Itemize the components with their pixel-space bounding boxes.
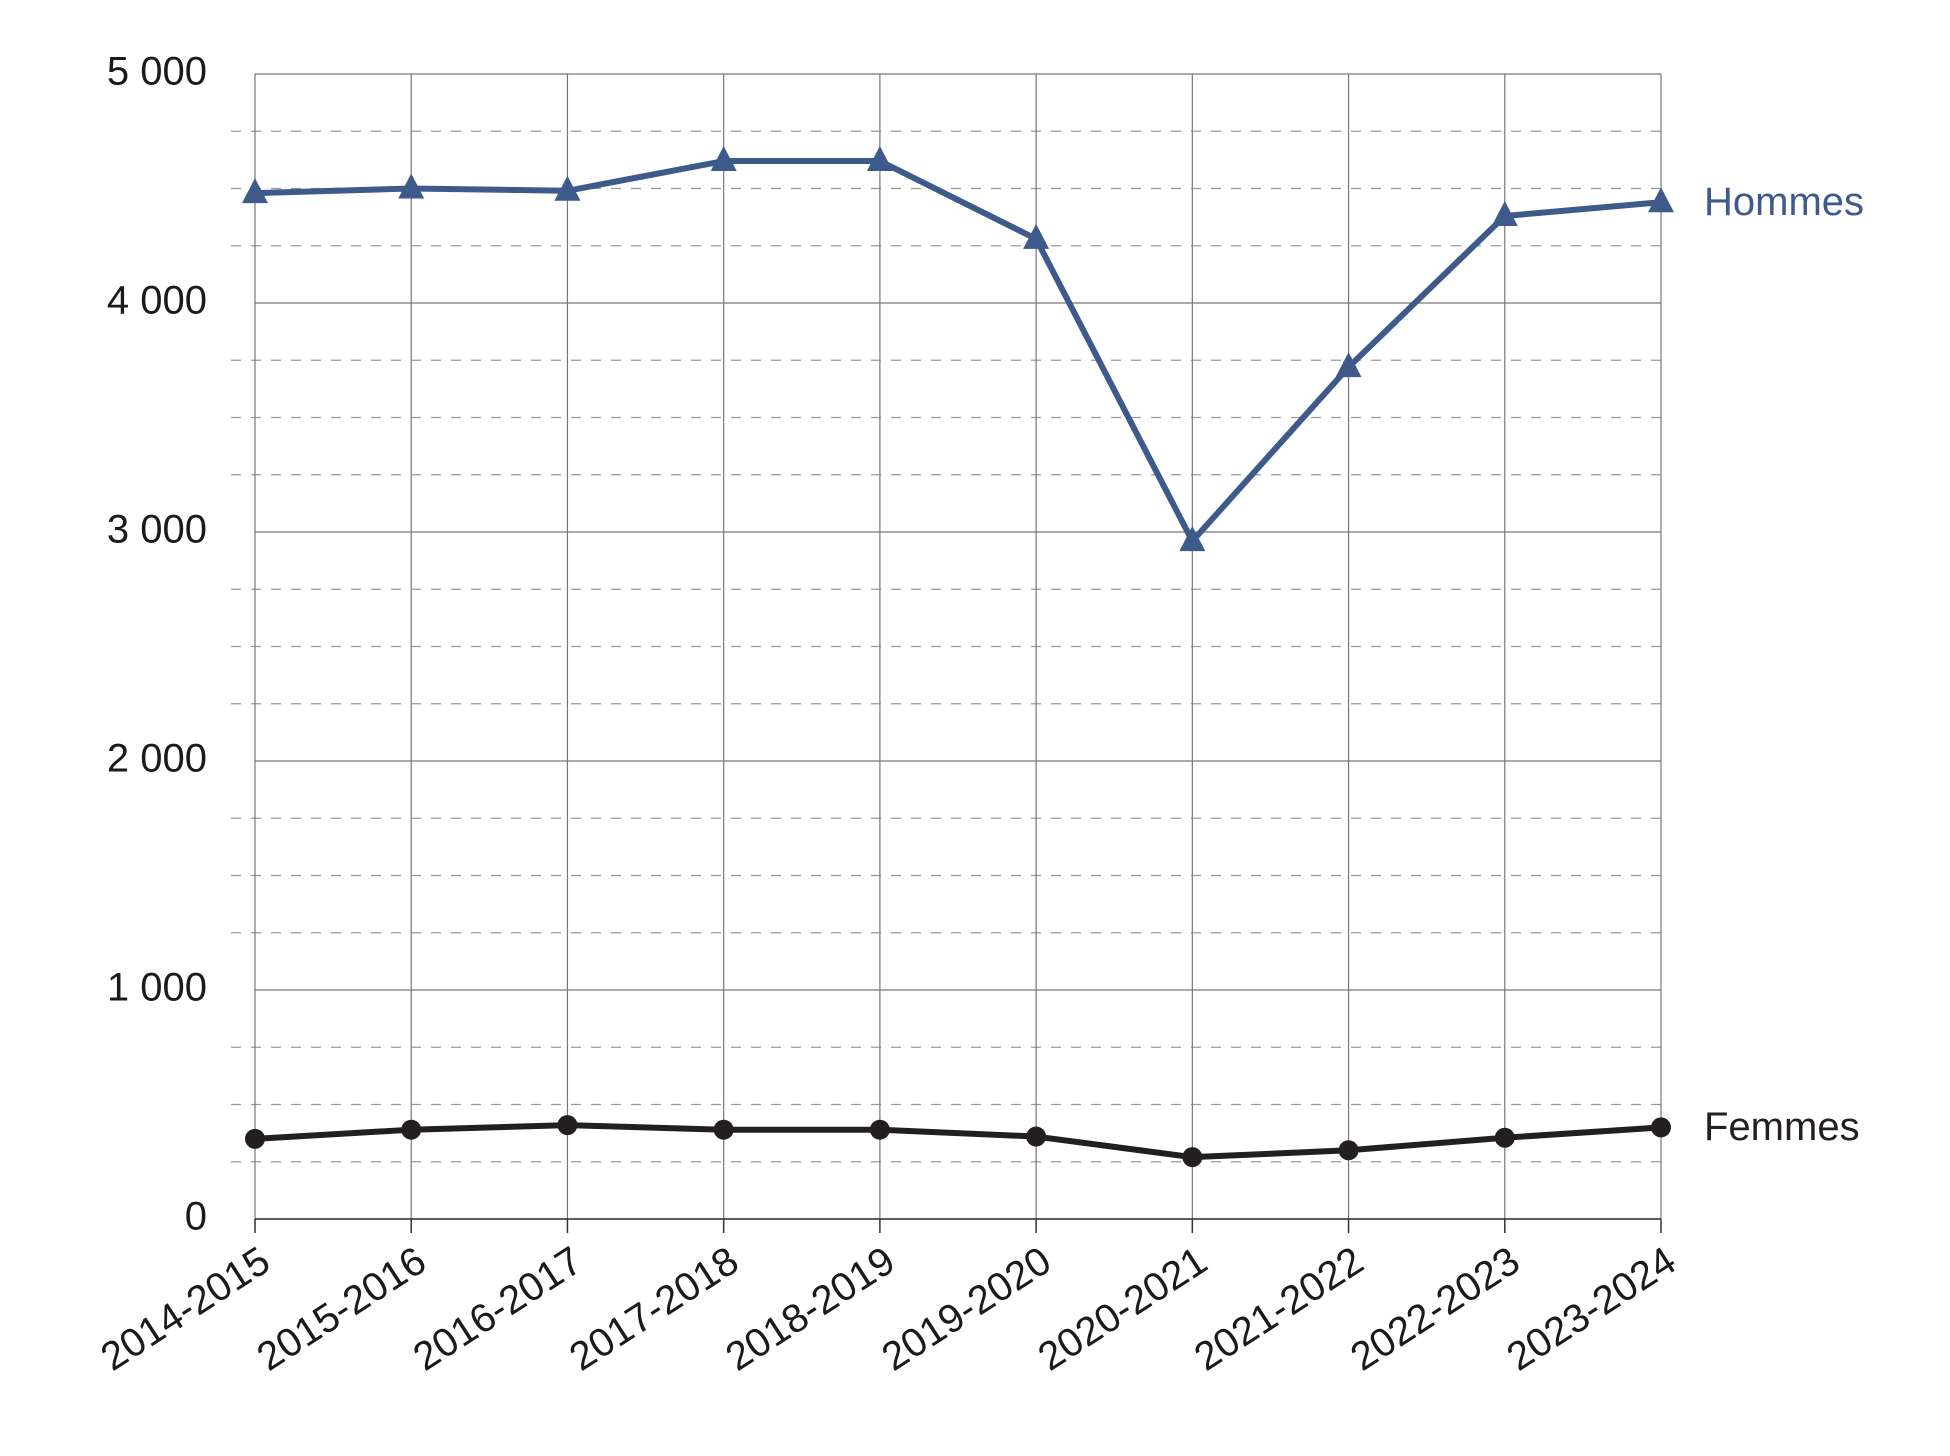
marker [398, 173, 425, 199]
y-tick-label: 3 000 [107, 508, 207, 552]
y-tick-label: 0 [185, 1195, 207, 1239]
x-tick-label: 2017-2018 [562, 1239, 746, 1380]
marker [1651, 1117, 1671, 1138]
x-tick-label: 2015-2016 [249, 1239, 433, 1380]
y-tick-label: 5 000 [107, 50, 207, 94]
x-tick-label: 2016-2017 [406, 1239, 590, 1380]
x-tick-label: 2018-2019 [718, 1239, 902, 1380]
series-line [254, 1122, 1662, 1161]
marker [1023, 223, 1050, 249]
marker [1026, 1126, 1047, 1147]
marker [1491, 200, 1518, 226]
marker [1648, 187, 1674, 213]
marker [1335, 352, 1362, 378]
marker [713, 1119, 734, 1140]
x-tick-label: 2023-2024 [1499, 1239, 1683, 1380]
y-tick-label: 1 000 [107, 966, 207, 1010]
marker [866, 146, 893, 172]
x-tick-label: 2021-2022 [1187, 1239, 1371, 1380]
marker [1494, 1127, 1515, 1148]
x-tick-label: 2014-2015 [93, 1239, 277, 1380]
marker [1179, 526, 1206, 552]
marker [1338, 1140, 1359, 1161]
marker [554, 175, 581, 201]
marker [1182, 1147, 1203, 1168]
series-label: Hommes [1704, 180, 1864, 224]
marker [245, 1128, 265, 1149]
marker [401, 1119, 422, 1140]
marker [710, 146, 737, 172]
marker [242, 178, 268, 204]
y-tick-label: 2 000 [107, 737, 207, 781]
x-tick-label: 2022-2023 [1343, 1239, 1527, 1380]
x-tick-label: 2019-2020 [874, 1239, 1058, 1380]
y-tick-label: 4 000 [107, 279, 207, 323]
marker [869, 1119, 890, 1140]
series-label: Femmes [1704, 1105, 1860, 1149]
marker [557, 1115, 578, 1136]
x-tick-label: 2020-2021 [1031, 1239, 1215, 1380]
series-line [254, 158, 1662, 545]
